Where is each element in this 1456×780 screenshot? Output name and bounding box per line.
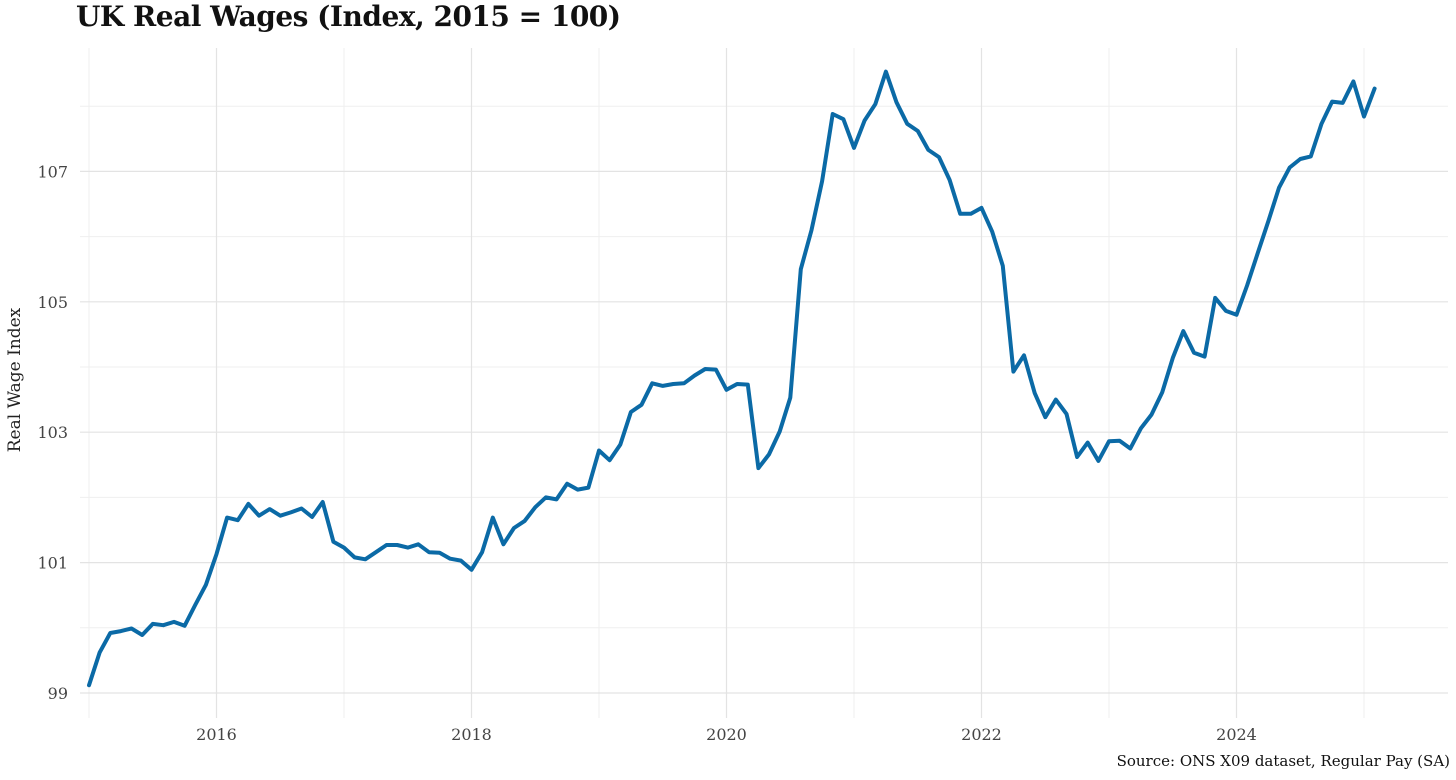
axis-tick-labels: 2016 2018 2020 2022 2024 99 101 103 105 107: [37, 162, 1256, 744]
series-layer: [87, 69, 1377, 688]
x-tick-label: 2024: [1216, 725, 1257, 744]
y-tick-label: 107: [37, 162, 68, 181]
y-tick-label: 99: [48, 684, 68, 703]
y-axis-title: Real Wage Index: [5, 307, 25, 452]
x-tick-label: 2018: [451, 725, 492, 744]
chart-title: UK Real Wages (Index, 2015 = 100): [76, 0, 621, 33]
source-note: Source: ONS X09 dataset, Regular Pay (SA…: [1116, 752, 1450, 770]
series-line: [87, 69, 1377, 688]
y-tick-label: 101: [37, 554, 68, 573]
x-tick-label: 2016: [196, 725, 237, 744]
x-tick-label: 2020: [706, 725, 747, 744]
x-tick-label: 2022: [961, 725, 1002, 744]
gridlines: [80, 48, 1448, 718]
y-tick-label: 103: [37, 423, 68, 442]
y-tick-label: 105: [37, 293, 68, 312]
